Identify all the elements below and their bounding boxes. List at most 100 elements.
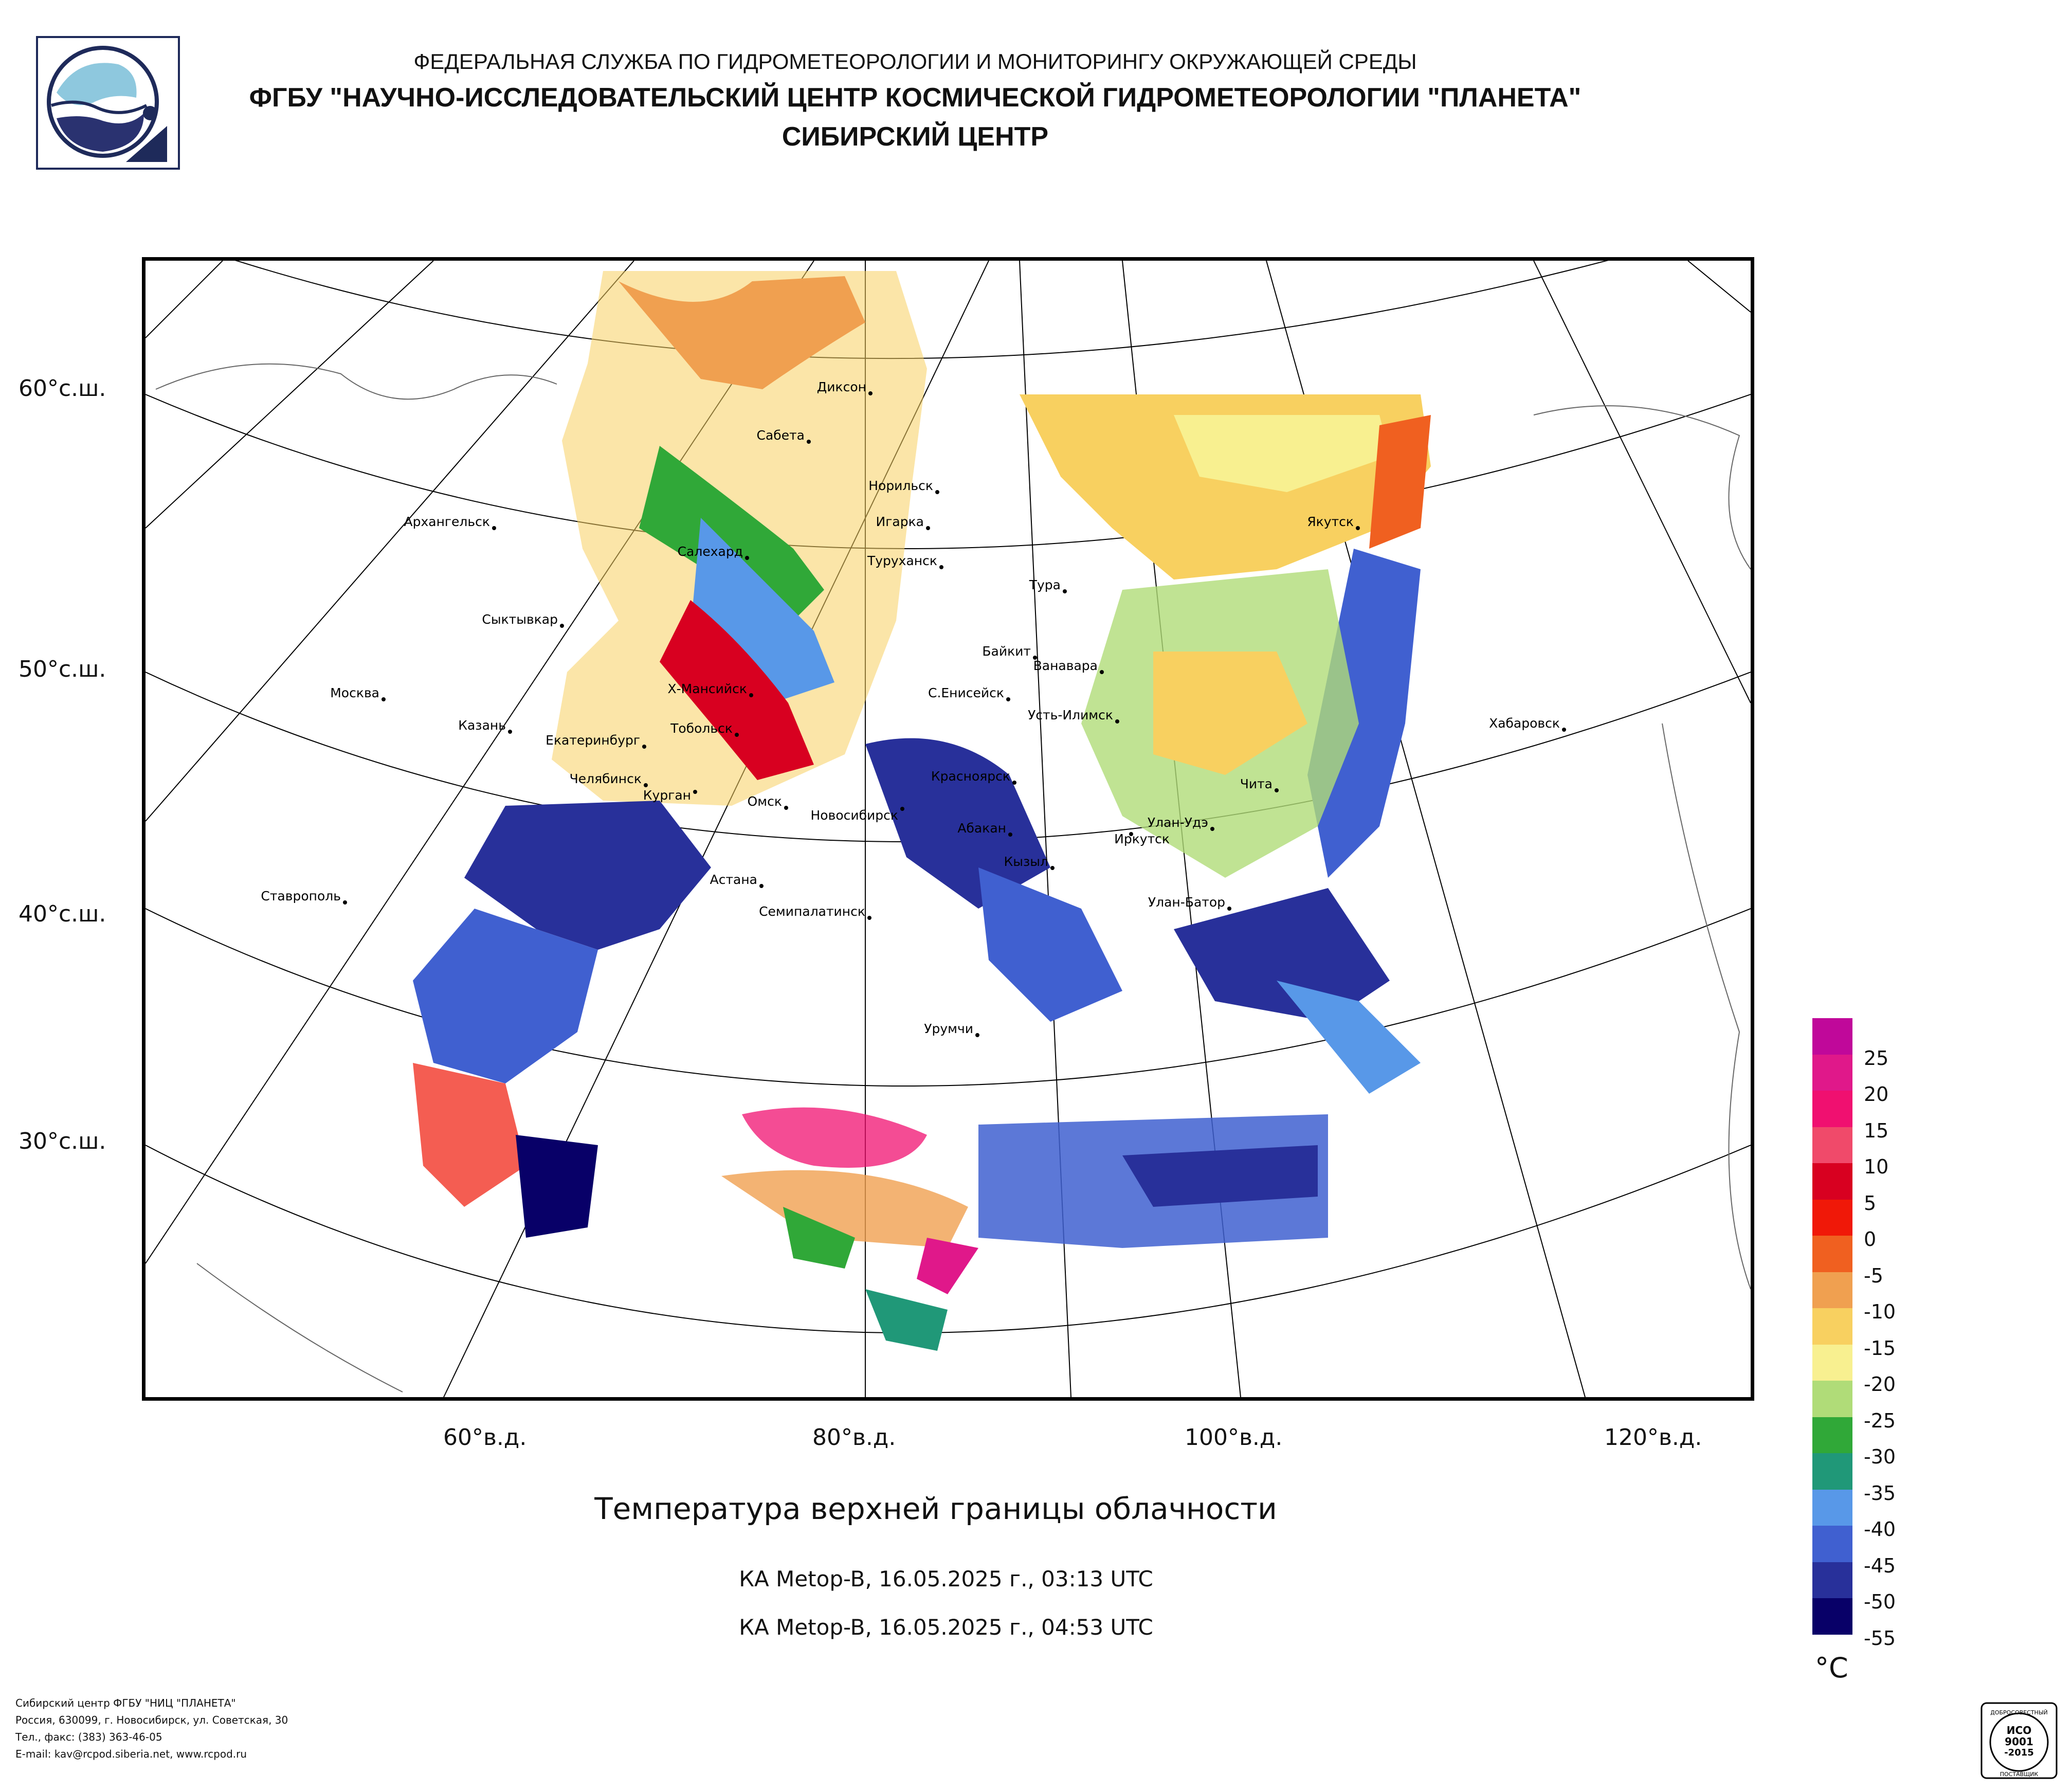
legend-swatch (1812, 1308, 1852, 1345)
city-yakutsk: Якутск (1307, 514, 1354, 529)
temperature-legend: 25 20 15 10 5 0 -5 -10 -15 -20 -25 -30 -35 -40 -45 -50 -… (1812, 1018, 1967, 1661)
footer-email: E-mail: kav@rcpod.siberia.net, www.rcpod… (15, 1748, 247, 1760)
city-urumqi: Урумчи (924, 1021, 973, 1036)
city-s-yeniseysk: С.Енисейск (928, 685, 1004, 700)
city-igarka: Игарка (876, 514, 924, 529)
city-tobolsk: Тобольск (670, 721, 733, 736)
legend-swatch (1812, 1489, 1852, 1526)
legend-swatch (1812, 1199, 1852, 1236)
city-irkutsk: Иркутск (1114, 831, 1170, 846)
city-salekhard: Салехард (678, 544, 743, 559)
city-kazan: Казань (458, 718, 506, 733)
svg-text:ДОБРОСОВЕСТНЫЙ: ДОБРОСОВЕСТНЫЙ (1990, 1709, 2048, 1716)
city-sabeta: Сабета (757, 428, 805, 443)
legend-swatch (1812, 1453, 1852, 1490)
city-khabarovsk: Хабаровск (1489, 716, 1560, 731)
legend-swatch (1812, 1381, 1852, 1417)
city-vanavara: Ванавара (1033, 658, 1098, 673)
city-chelyabinsk: Челябинск (570, 771, 642, 786)
legend-label: 10 (1864, 1155, 1889, 1178)
lon-label-100: 100°в.д. (1185, 1424, 1283, 1451)
legend-swatch (1812, 1054, 1852, 1091)
city-semipalatinsk: Семипалатинск (759, 904, 865, 919)
satellite-pass-2: КА Metop-B, 16.05.2025 г., 04:53 UTC (739, 1615, 1153, 1640)
legend-swatch (1812, 1018, 1852, 1055)
city-tura: Тура (1029, 577, 1061, 592)
legend-label: -40 (1864, 1518, 1896, 1541)
legend-label: -25 (1864, 1409, 1896, 1432)
legend-swatch (1812, 1562, 1852, 1598)
city-markers (343, 391, 1566, 1037)
lat-label-50: 50°с.ш. (19, 656, 106, 682)
legend-label: 15 (1864, 1119, 1889, 1142)
legend-label: 20 (1864, 1083, 1889, 1106)
legend-label: -35 (1864, 1481, 1896, 1505)
header-institute: ФГБУ "НАУЧНО-ИССЛЕДОВАТЕЛЬСКИЙ ЦЕНТР КОС… (249, 83, 1582, 113)
satellite-pass-1: КА Metop-B, 16.05.2025 г., 03:13 UTC (739, 1566, 1153, 1591)
svg-text:ИСО: ИСО (2007, 1724, 2031, 1736)
city-novosibirsk: Новосибирск (811, 808, 899, 823)
satellite-map: Диксон Сабета Норильск Архангельск Игарк… (142, 257, 1754, 1401)
lat-label-30: 30°с.ш. (19, 1128, 106, 1154)
cloud-top-temperature-overlay (413, 271, 1431, 1351)
city-norilsk: Норильск (868, 478, 933, 493)
city-syktyvkar: Сыктывкар (482, 612, 558, 627)
header-center: СИБИРСКИЙ ЦЕНТР (781, 122, 1049, 152)
footer-contacts: Сибирский центр ФГБУ "НИЦ "ПЛАНЕТА" Росс… (15, 1695, 288, 1763)
map-title: Температура верхней границы облачности (594, 1491, 1277, 1526)
legend-swatch (1812, 1127, 1852, 1163)
legend-swatch (1812, 1272, 1852, 1308)
city-ulan-ude: Улан-Удэ (1148, 815, 1208, 830)
city-khanty-mansiysk: Х-Мансийск (668, 681, 747, 696)
legend-label: 25 (1864, 1046, 1889, 1070)
legend-unit: °C (1815, 1652, 1848, 1684)
city-arkhangelsk: Архангельск (404, 514, 490, 529)
lon-label-120: 120°в.д. (1604, 1424, 1702, 1451)
city-labels: Диксон Сабета Норильск Архангельск Игарк… (261, 379, 1560, 1036)
svg-text:9001: 9001 (2005, 1735, 2033, 1748)
lat-label-60: 60°с.ш. (19, 375, 106, 402)
legend-swatch (1812, 1526, 1852, 1562)
city-dikson: Диксон (817, 379, 866, 394)
city-chita: Чита (1240, 776, 1273, 791)
header-agency: ФЕДЕРАЛЬНАЯ СЛУЖБА ПО ГИДРОМЕТЕОРОЛОГИИ … (413, 49, 1417, 74)
iso-certification-badge: ДОБРОСОВЕСТНЫЙ ИСО 9001 -2015 ПОСТАВЩИК (1980, 1702, 2058, 1779)
organization-logo (36, 36, 180, 170)
city-abakan: Абакан (957, 821, 1006, 836)
lon-label-80: 80°в.д. (812, 1424, 896, 1451)
legend-swatch (1812, 1236, 1852, 1272)
legend-label: -20 (1864, 1373, 1896, 1396)
legend-swatch (1812, 1344, 1852, 1381)
city-moscow: Москва (330, 685, 379, 700)
legend-label: -45 (1864, 1554, 1896, 1577)
legend-swatch (1812, 1163, 1852, 1200)
city-krasnoyarsk: Красноярск (931, 769, 1010, 784)
coastlines (155, 363, 1751, 1392)
legend-label: -15 (1864, 1336, 1896, 1360)
legend-swatch (1812, 1417, 1852, 1453)
svg-text:ПОСТАВЩИК: ПОСТАВЩИК (2000, 1771, 2039, 1778)
svg-text:-2015: -2015 (2004, 1747, 2034, 1758)
legend-label: 0 (1864, 1228, 1877, 1251)
city-ust-ilimsk: Усть-Илимск (1028, 708, 1113, 722)
footer-phone: Тел., факс: (383) 363-46-05 (15, 1731, 162, 1743)
city-omsk: Омск (748, 794, 782, 809)
footer-org: Сибирский центр ФГБУ "НИЦ "ПЛАНЕТА" (15, 1697, 236, 1709)
legend-label: -10 (1864, 1300, 1896, 1323)
lon-label-60: 60°в.д. (443, 1424, 527, 1451)
city-baykit: Байкит (982, 644, 1031, 659)
city-kyzyl: Кызыл (1004, 854, 1049, 869)
legend-swatch (1812, 1091, 1852, 1127)
legend-label: -5 (1864, 1264, 1883, 1287)
city-turukhansk: Туруханск (867, 553, 937, 568)
city-ulaanbaatar: Улан-Батор (1148, 895, 1225, 910)
lat-label-40: 40°с.ш. (19, 901, 106, 927)
legend-swatch (1812, 1598, 1852, 1635)
city-kurgan: Курган (643, 788, 691, 803)
city-yekaterinburg: Екатеринбург (546, 733, 640, 748)
legend-label: -55 (1864, 1626, 1896, 1650)
legend-label: 5 (1864, 1191, 1877, 1215)
footer-address: Россия, 630099, г. Новосибирск, ул. Сове… (15, 1714, 288, 1726)
city-stavropol: Ставрополь (261, 889, 341, 903)
city-astana: Астана (710, 872, 757, 887)
